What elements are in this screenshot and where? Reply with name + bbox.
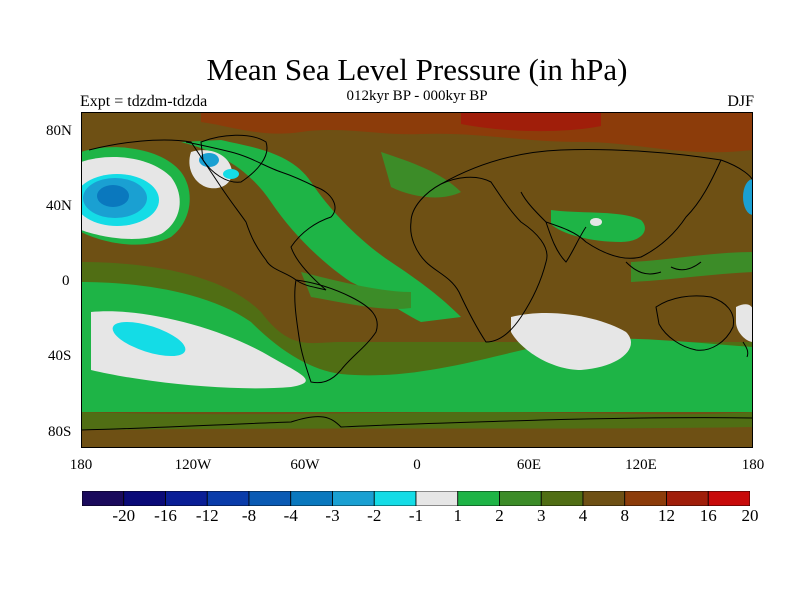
colorbar-label-7: -1 <box>408 506 424 525</box>
field-greenland-cyan <box>223 169 239 179</box>
experiment-label: Expt = tdzdm-tdzda <box>80 93 208 110</box>
colorbar-label-3: -8 <box>241 506 257 525</box>
colorbar-box-14 <box>666 491 709 506</box>
colorbar-box-9 <box>457 491 500 506</box>
chart-subtitle: 012kyr BP - 000kyr BP <box>346 88 488 104</box>
colorbar-box-11 <box>540 491 584 506</box>
lat-label-0: 0 <box>62 273 70 289</box>
field-greenland-blue <box>199 153 219 167</box>
colorbar-label-10: 3 <box>537 506 546 525</box>
lon-label-180e: 180 <box>741 457 765 473</box>
lat-label-80n: 80N <box>46 123 72 139</box>
field-antarctic-olive <box>81 412 753 430</box>
field-indian-white <box>511 312 631 370</box>
colorbar-label-2: -12 <box>195 506 219 525</box>
field-atlantic-olive <box>301 272 411 309</box>
field-epac-blue <box>743 179 753 215</box>
field-europe-olive <box>381 152 461 198</box>
lon-label-60w: 60W <box>290 457 320 473</box>
field-spac-cyan <box>112 321 186 357</box>
colorbar-box-5 <box>290 491 333 506</box>
colorbar-box-13 <box>624 491 667 506</box>
colorbar-label-12: 8 <box>620 506 630 525</box>
colorbar-box-1 <box>123 491 166 506</box>
coastlines <box>81 134 753 431</box>
colorbar-box-10 <box>499 491 542 506</box>
colorbar-label-1: -16 <box>154 506 177 525</box>
colorbar-label-6: -2 <box>367 506 382 525</box>
colorbar-label-8: 1 <box>453 506 463 525</box>
map-frame <box>81 112 753 448</box>
colorbar <box>82 491 750 506</box>
colorbar-box-2 <box>165 491 208 506</box>
colorbar-box-12 <box>582 491 626 506</box>
lat-label-40s: 40S <box>48 348 72 364</box>
lon-label-180w: 180 <box>69 457 93 473</box>
colorbar-label-5: -3 <box>325 506 340 525</box>
lat-label-40n: 40N <box>46 198 72 214</box>
lon-label-120w: 120W <box>174 457 212 473</box>
field-arctic-peak <box>461 112 601 132</box>
lon-label-60e: 60E <box>516 457 542 473</box>
colorbar-label-13: 12 <box>658 506 675 525</box>
chart-title: Mean Sea Level Pressure (in hPa) <box>206 52 628 87</box>
colorbar-box-0 <box>82 491 125 506</box>
colorbar-label-14: 16 <box>699 506 717 525</box>
field-atlantic-green <box>181 140 461 322</box>
colorbar-box-3 <box>206 491 250 506</box>
colorbar-label-11: 4 <box>578 506 588 525</box>
lat-label-80s: 80S <box>48 424 72 440</box>
field-maritime-olive <box>631 252 753 282</box>
field-asia-white <box>590 218 602 226</box>
colorbar-box-4 <box>248 491 292 506</box>
colorbar-box-7 <box>373 491 417 506</box>
colorbar-label-9: 2 <box>495 506 504 525</box>
colorbar-label-4: -4 <box>283 506 298 525</box>
field-npac-blue <box>97 185 129 207</box>
lon-label-0: 0 <box>413 457 421 473</box>
colorbar-box-8 <box>415 491 459 506</box>
colorbar-box-6 <box>332 491 375 506</box>
colorbar-box-15 <box>707 491 750 506</box>
field-arctic-high <box>201 112 753 153</box>
season-label: DJF <box>727 93 754 110</box>
lon-label-120e: 120E <box>625 457 657 473</box>
colorbar-label-0: -20 <box>112 506 136 525</box>
pressure-map <box>81 112 753 448</box>
field-swpac-white <box>736 304 753 342</box>
colorbar-label-15: 20 <box>741 506 759 525</box>
